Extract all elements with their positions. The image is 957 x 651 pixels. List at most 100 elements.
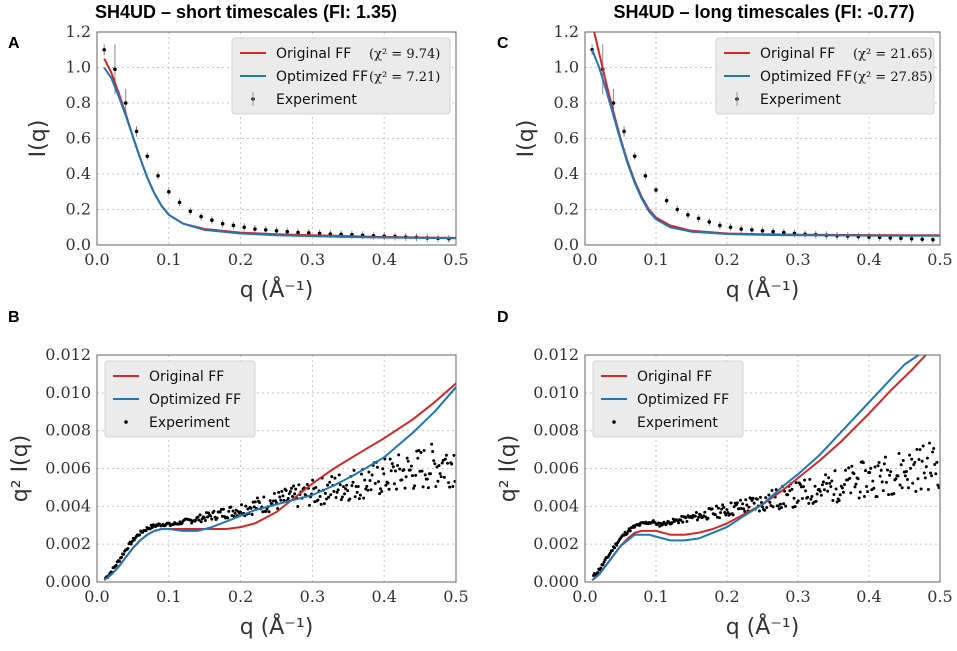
experiment-point: [693, 514, 697, 518]
experiment-point: [850, 464, 854, 468]
experiment-point: [148, 527, 152, 531]
experiment-point: [387, 487, 391, 491]
panel-letter-c: C: [497, 35, 509, 52]
experiment-point: [442, 475, 446, 479]
y-tick-label: 0.4: [554, 164, 579, 183]
experiment-point: [810, 495, 814, 499]
experiment-point: [699, 513, 703, 517]
experiment-point: [814, 499, 818, 503]
experiment-point: [802, 485, 806, 489]
experiment-point: [390, 462, 394, 466]
experiment-point: [423, 473, 427, 477]
optimized-ff-line: [591, 355, 920, 581]
experiment-point: [330, 475, 334, 479]
experiment-point: [453, 479, 456, 483]
experiment-point: [782, 502, 786, 506]
experiment-point: [823, 488, 827, 492]
experiment-point: [786, 493, 790, 497]
experiment-point: [760, 229, 765, 233]
y-tick-label: 0.8: [554, 93, 579, 112]
experiment-point: [328, 480, 332, 484]
experiment-point: [451, 484, 455, 488]
x-tick-label: 0.1: [156, 250, 181, 269]
y-tick-label: 1.0: [554, 58, 579, 77]
y-tick-label: 0.4: [66, 164, 91, 183]
experiment-point: [376, 480, 380, 484]
experiment-point: [144, 529, 148, 533]
experiment-point: [406, 459, 410, 463]
experiment-point: [923, 476, 927, 480]
experiment-point: [686, 213, 690, 217]
experiment-point: [611, 101, 616, 105]
experiment-point: [369, 488, 373, 492]
y-tick-label: 0.000: [533, 572, 579, 591]
optimized-ff-line: [103, 66, 456, 240]
experiment-point: [677, 521, 681, 525]
y-tick-label: 1.2: [554, 22, 579, 41]
experiment-point: [935, 460, 939, 464]
experiment-point: [697, 515, 701, 519]
y-tick-label: 0.002: [533, 534, 579, 553]
experiment-point: [218, 510, 222, 514]
experiment-point: [365, 484, 369, 488]
experiment-point: [314, 486, 318, 490]
experiment-point: [334, 496, 338, 500]
experiment-point: [862, 495, 866, 499]
experiment-point: [231, 509, 235, 513]
experiment-point: [333, 476, 337, 480]
experiment-point: [714, 504, 718, 508]
experiment-point: [412, 486, 416, 490]
experiment-point: [848, 476, 852, 480]
experiment-point: [123, 101, 128, 105]
experiment-point: [911, 481, 915, 485]
y-tick-label: 0.6: [554, 129, 579, 148]
experiment-point: [282, 498, 286, 502]
experiment-point: [293, 492, 297, 496]
experiment-point: [326, 483, 330, 487]
experiment-point: [931, 450, 935, 454]
experiment-point: [718, 516, 722, 520]
legend-box: [231, 37, 451, 115]
experiment-point: [718, 223, 722, 228]
experiment-point: [725, 508, 729, 512]
experiment-point: [332, 489, 336, 493]
experiment-point: [728, 225, 733, 230]
experiment-point: [690, 516, 694, 520]
legend-label: Optimized FF: [637, 392, 729, 408]
title-panel-a: SH4UD – short timescales (FI: 1.35): [95, 2, 397, 22]
experiment-point: [763, 508, 767, 512]
experiment-point: [177, 200, 182, 205]
experiment-point: [443, 457, 447, 461]
experiment-point: [233, 511, 237, 515]
experiment-point: [934, 472, 938, 476]
experiment-point: [134, 129, 139, 134]
experiment-point: [846, 478, 850, 482]
x-tick-label: 0.2: [228, 250, 253, 269]
experiment-point: [198, 513, 202, 517]
x-tick-label: 0.5: [927, 587, 952, 606]
y-tick-label: 0.002: [45, 534, 91, 553]
experiment-point: [240, 503, 244, 507]
experiment-point: [908, 453, 912, 457]
experiment-point: [924, 465, 928, 469]
experiment-point: [436, 479, 440, 483]
experiment-point: [418, 469, 422, 473]
experiment-point: [826, 489, 830, 493]
y-tick-label: 0.6: [66, 129, 91, 148]
experiment-point: [933, 462, 937, 466]
experiment-point: [841, 490, 845, 494]
experiment-point: [336, 488, 340, 492]
y-tick-label: 0.008: [533, 421, 579, 440]
x-tick-label: 0.5: [443, 250, 468, 269]
experiment-point: [122, 552, 126, 556]
plot-area: [591, 355, 940, 581]
experiment-point: [296, 504, 300, 508]
experiment-point: [770, 488, 774, 492]
experiment-point: [883, 455, 887, 459]
experiment-point: [757, 509, 761, 513]
experiment-point: [196, 515, 200, 519]
experiment-point: [842, 482, 846, 486]
x-axis-label: q (Å⁻¹): [726, 276, 800, 303]
experiment-point: [311, 478, 315, 482]
experiment-point: [268, 499, 272, 503]
